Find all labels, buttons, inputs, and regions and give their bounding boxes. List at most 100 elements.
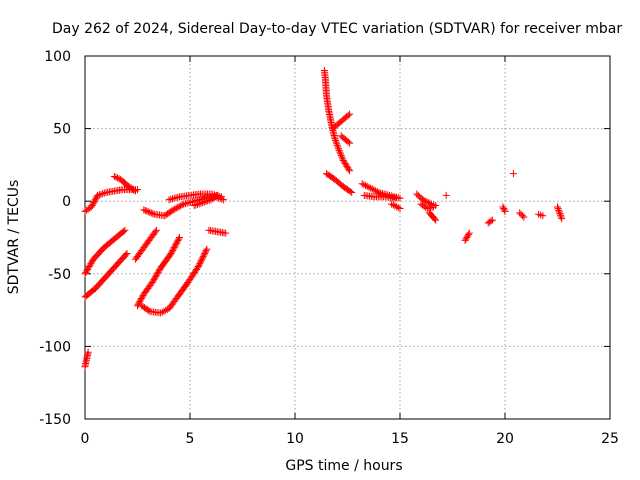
data-point-dense <box>89 200 97 208</box>
x-tick-labels: 0 5 10 15 20 25 <box>81 431 619 447</box>
x-axis-label: GPS time / hours <box>285 458 402 474</box>
data-point-dense <box>464 232 472 240</box>
data-point-dense <box>99 190 107 198</box>
series-arc5 <box>81 348 92 371</box>
data-point-dense <box>426 199 434 207</box>
data-point <box>501 207 509 215</box>
data-point <box>558 215 566 223</box>
series-arc10 <box>165 190 225 204</box>
data-point-dense <box>344 138 352 146</box>
data-point <box>430 203 438 211</box>
y-tick-label: 50 <box>53 122 71 138</box>
data-point-dense <box>424 199 432 207</box>
data-point-dense <box>373 188 381 196</box>
data-point-dense <box>152 271 160 279</box>
data-point-dense <box>339 155 347 163</box>
data-point <box>520 213 528 221</box>
data-point-dense <box>195 261 203 269</box>
data-point-dense <box>171 205 179 213</box>
data-point-dense <box>557 213 565 221</box>
data-point-dense <box>519 212 526 220</box>
data-point <box>488 216 496 224</box>
x-tick-label: 20 <box>496 431 514 447</box>
data-point-dense <box>134 300 142 308</box>
data-point-dense <box>500 206 508 214</box>
data-point <box>152 226 160 234</box>
series-arc2 <box>110 173 139 195</box>
data-point <box>335 146 343 154</box>
data-point-dense <box>88 202 96 210</box>
series-arc26 <box>499 203 509 215</box>
data-point-dense <box>149 277 157 285</box>
series-arc27 <box>509 170 517 178</box>
data-point <box>213 191 221 199</box>
data-point-dense <box>95 191 103 199</box>
series-arc3 <box>81 226 129 278</box>
data-point-dense <box>153 270 161 278</box>
y-tick-label: -50 <box>48 267 71 283</box>
data-point-dense <box>202 197 210 205</box>
data-point-dense <box>200 251 208 259</box>
data-point-dense <box>91 196 99 204</box>
data-point-dense <box>177 202 185 210</box>
y-tick-label: -150 <box>39 412 71 428</box>
data-point-dense <box>172 241 180 249</box>
x-tick-label: 25 <box>601 431 619 447</box>
data-point-dense <box>174 236 182 244</box>
data-point-dense <box>198 255 206 263</box>
data-point-dense <box>344 111 352 119</box>
series-arc20 <box>413 190 440 210</box>
data-point <box>442 191 450 199</box>
data-point <box>346 139 354 147</box>
data-point <box>432 216 440 224</box>
data-point-dense <box>175 203 183 211</box>
series-arc4 <box>81 249 131 301</box>
data-point-dense <box>151 228 159 236</box>
data-point-dense <box>169 247 177 255</box>
data-point <box>346 110 354 118</box>
data-point-dense <box>143 207 151 215</box>
data-point-dense <box>170 244 178 252</box>
data-point-dense <box>120 227 128 235</box>
y-axis-label: SDTVAR / TECUs <box>6 180 22 295</box>
data-point-dense <box>555 206 563 214</box>
data-point <box>190 202 198 210</box>
series-arc13 <box>320 67 354 175</box>
data-point-dense <box>136 297 144 305</box>
plot-frame <box>84 55 611 420</box>
data-point <box>203 245 211 253</box>
data-point <box>499 203 507 211</box>
data-point-dense <box>463 234 471 241</box>
data-point-dense <box>344 164 352 172</box>
data-point <box>509 170 517 178</box>
series-arc29 <box>535 210 547 220</box>
data-point-dense <box>200 198 208 206</box>
data-point-dense <box>130 186 138 194</box>
data-point-dense <box>500 204 508 212</box>
data-point <box>392 194 400 202</box>
data-point <box>396 204 404 212</box>
data-point-dense <box>194 200 202 208</box>
data-point-dense <box>172 239 180 247</box>
x-tick-label: 10 <box>286 431 304 447</box>
y-tick-label: -100 <box>39 339 71 355</box>
data-point <box>167 249 175 257</box>
data-point <box>461 236 469 244</box>
series-arc16 <box>337 132 354 147</box>
data-point-dense <box>90 199 98 207</box>
data-point-dense <box>332 136 339 144</box>
data-point-dense <box>199 254 207 262</box>
x-tick-label: 15 <box>391 431 409 447</box>
data-point-dense <box>362 182 370 190</box>
data-point-dense <box>112 173 120 181</box>
data-point <box>140 206 148 214</box>
data-point-dense <box>150 276 158 284</box>
data-point-dense <box>341 159 349 167</box>
data-point-dense <box>147 209 155 217</box>
data-point-dense <box>337 151 345 159</box>
data-point <box>346 167 354 175</box>
data-point <box>465 229 473 237</box>
data-point-dense <box>365 183 373 191</box>
data-point-dense <box>554 205 562 213</box>
data-point-dense <box>197 257 205 265</box>
